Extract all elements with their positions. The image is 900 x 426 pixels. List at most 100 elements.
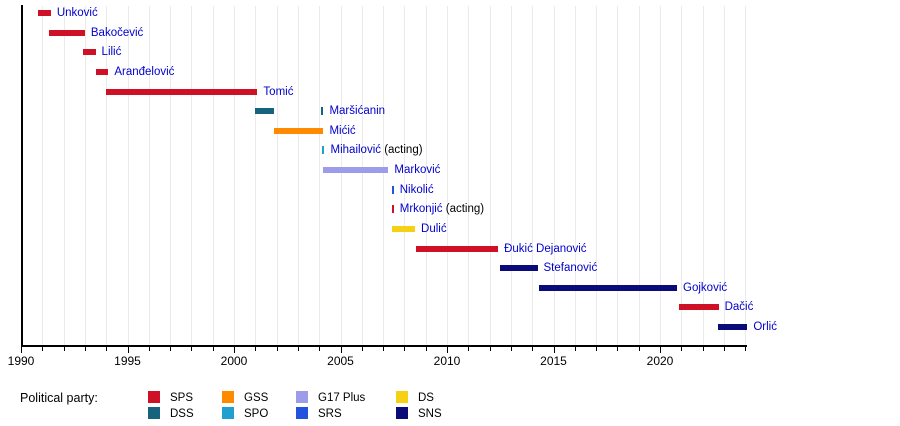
- person-label: Orlić: [753, 320, 777, 334]
- gridline: [553, 6, 555, 345]
- axis-tick: [745, 347, 747, 351]
- term-bar: [538, 284, 678, 291]
- gridline: [596, 6, 598, 345]
- term-bar: [391, 225, 416, 232]
- axis-tick: [234, 347, 235, 353]
- term-bar: [48, 29, 85, 36]
- person-name-link[interactable]: Stefanović: [543, 262, 598, 275]
- x-axis-tick-label: 2005: [327, 354, 354, 368]
- axis-tick: [63, 347, 65, 351]
- x-axis-tick-label: 1990: [7, 354, 35, 368]
- legend-party-label: DS: [418, 392, 434, 404]
- person-name-link[interactable]: Đukić Dejanović: [504, 242, 587, 255]
- gridline: [234, 6, 235, 345]
- person-name-link[interactable]: Orlić: [753, 321, 777, 333]
- person-name-link[interactable]: Marković: [394, 164, 441, 176]
- term-bar: [416, 245, 499, 252]
- legend-swatch: [396, 407, 408, 419]
- legend-party-label: SNS: [418, 408, 442, 420]
- term-bar: [322, 146, 325, 155]
- axis-tick: [532, 347, 534, 351]
- gridline: [617, 6, 619, 345]
- axis-tick: [660, 347, 661, 353]
- person-label: Mićić: [329, 124, 355, 138]
- term-bar: [500, 265, 538, 272]
- axis-tick: [383, 347, 385, 351]
- person-label: Lilić: [102, 45, 122, 59]
- axis-tick: [723, 347, 725, 351]
- gridline: [276, 6, 278, 345]
- axis-tick: [319, 347, 321, 351]
- gridline: [447, 6, 448, 345]
- axis-tick: [191, 347, 193, 351]
- axis-tick: [127, 347, 129, 353]
- gridline: [361, 6, 363, 345]
- person-name-link[interactable]: Maršićanin: [329, 105, 386, 118]
- person-label: Stefanović: [544, 261, 598, 275]
- axis-tick: [21, 347, 22, 353]
- term-bar: [274, 127, 324, 134]
- y-axis-line: [21, 5, 23, 345]
- gridline: [425, 6, 427, 345]
- x-axis-tick-label: 2020: [646, 354, 674, 368]
- gridline: [63, 6, 65, 345]
- person-name-link[interactable]: Aranđelović: [114, 65, 175, 78]
- legend-swatch: [222, 407, 234, 419]
- axis-tick: [489, 347, 491, 351]
- legend-party-label: SPO: [244, 408, 269, 420]
- axis-tick: [617, 347, 619, 351]
- person-label: Mihailović (acting): [331, 143, 423, 157]
- axis-tick: [170, 347, 172, 351]
- term-bar: [38, 10, 51, 16]
- gridline: [127, 6, 129, 345]
- axis-tick: [404, 347, 406, 351]
- term-bar: [717, 324, 748, 330]
- gridline: [383, 6, 385, 345]
- gridline: [745, 6, 747, 345]
- person-name-link[interactable]: Mićić: [329, 124, 356, 137]
- person-name-link[interactable]: Dulić: [421, 222, 447, 235]
- person-label: Tomić: [263, 85, 293, 99]
- person-label: Nikolić: [400, 183, 434, 197]
- gridline: [319, 6, 321, 345]
- gridline: [468, 6, 470, 345]
- person-label-suffix: (acting): [442, 203, 485, 216]
- term-bar: [679, 304, 719, 311]
- term-bar: [82, 49, 96, 56]
- person-name-link[interactable]: Bakočević: [90, 26, 144, 39]
- legend-party-label: G17 Plus: [318, 392, 366, 404]
- term-bar: [106, 88, 258, 95]
- axis-tick: [425, 347, 427, 351]
- person-name-link[interactable]: Tomić: [263, 85, 294, 98]
- person-name-link[interactable]: Mrkonjić: [399, 203, 443, 216]
- term-bar: [391, 185, 394, 194]
- legend-party-label: GSS: [244, 392, 269, 404]
- person-name-link[interactable]: Gojković: [683, 281, 728, 294]
- axis-tick: [638, 347, 640, 351]
- x-axis-line: [21, 345, 748, 347]
- gridline: [702, 6, 704, 345]
- person-label-suffix: (acting): [381, 144, 423, 157]
- axis-tick: [276, 347, 278, 351]
- legend-party-label: SPS: [170, 392, 194, 404]
- person-name-link[interactable]: Nikolić: [399, 183, 434, 196]
- axis-tick: [702, 347, 704, 351]
- legend-swatch: [148, 391, 160, 403]
- axis-tick: [297, 347, 299, 351]
- person-name-link[interactable]: Unković: [56, 7, 98, 19]
- person-label: Bakočević: [91, 26, 143, 40]
- person-name-link[interactable]: Mihailović: [330, 144, 382, 157]
- term-bar: [321, 107, 324, 116]
- person-label: Mrkonjić (acting): [400, 202, 484, 216]
- person-name-link[interactable]: Lilić: [101, 46, 122, 59]
- axis-tick: [84, 347, 86, 351]
- legend-swatch: [148, 407, 160, 419]
- person-label: Đukić Dejanović: [504, 242, 586, 256]
- gridline: [170, 6, 172, 345]
- legend-swatch: [296, 391, 308, 403]
- gridline: [404, 6, 406, 345]
- legend-swatch: [396, 391, 408, 403]
- gridline: [255, 6, 257, 345]
- person-name-link[interactable]: Dačić: [724, 301, 754, 314]
